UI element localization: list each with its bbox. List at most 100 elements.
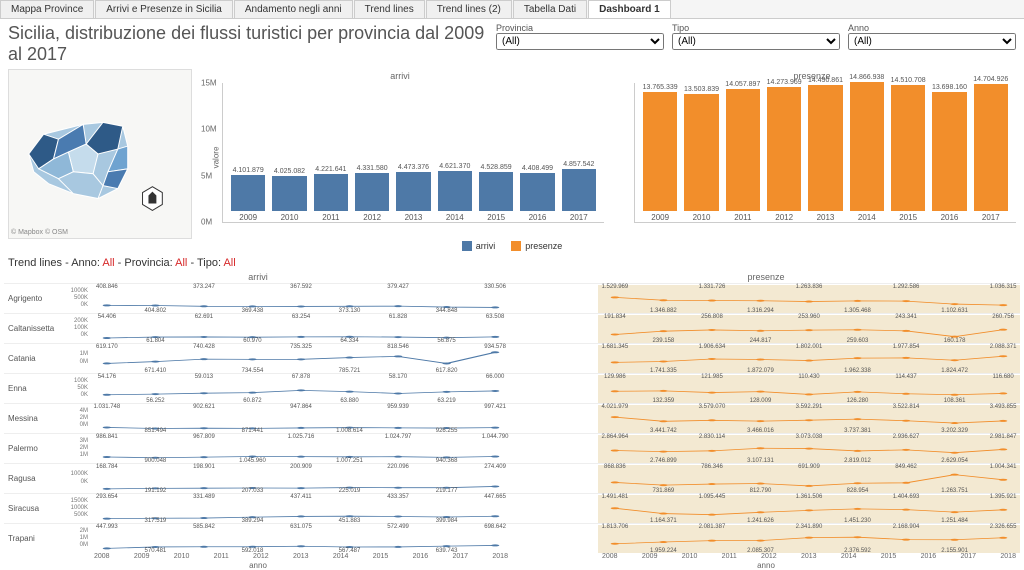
point-label: 404.802 <box>145 308 167 314</box>
bar[interactable]: 4.473.376 2013 <box>394 164 432 222</box>
bar[interactable]: 13.503.8392010 <box>682 86 720 222</box>
point-label: 592.018 <box>242 548 264 554</box>
tab-dashboard-1[interactable]: Dashboard 1 <box>588 0 671 18</box>
point-label: 902.621 <box>193 404 215 410</box>
bar-value-label: 4.473.376 <box>398 164 429 171</box>
bar-category: 2010 <box>281 213 299 222</box>
bar-value-label: 4.101.879 <box>233 167 264 174</box>
bar[interactable]: 13.765.3392009 <box>641 84 679 222</box>
filter-label: Anno <box>848 23 1016 33</box>
bar[interactable]: 14.704.9262017 <box>972 76 1010 222</box>
sparkline[interactable]: 2.864.9642.746.8992.830.1143.107.1313.07… <box>598 435 1020 463</box>
bar[interactable]: 14.057.8972011 <box>724 81 762 222</box>
bar[interactable]: 4.528.8592015 <box>477 164 515 222</box>
sparkline[interactable]: 1.491.4811.164.3711.095.4451.241.6261.36… <box>598 495 1020 523</box>
x-tick: 2015 <box>373 553 389 560</box>
bar-value-label: 4.221.641 <box>315 166 346 173</box>
bar[interactable]: 14.490.8612013 <box>806 77 844 222</box>
bar-category: 2011 <box>322 213 339 222</box>
bar[interactable]: 14.273.9692012 <box>765 79 803 222</box>
sparkline[interactable]: 191.834239.158256.808244.817253.960259.6… <box>598 315 1020 343</box>
x-tick: 2018 <box>492 553 508 560</box>
sparkline[interactable]: 1.031.748851.494902.621871.441947.8641.0… <box>90 405 512 433</box>
sparkline[interactable]: 408.846404.802373.247369.438367.592373.1… <box>90 285 512 313</box>
point-label: 2.326.655 <box>990 524 1017 530</box>
bar-category: 2015 <box>487 213 505 222</box>
arrivi-barchart[interactable]: arrivi valore 0M5M10M15M4.101.87920094.0… <box>196 69 604 239</box>
point-label: 3.202.329 <box>941 428 968 434</box>
sparkline[interactable]: 1.813.7061.959.2242.081.3872.085.3072.34… <box>598 525 1020 553</box>
bar[interactable]: 4.025.0822010 <box>270 168 308 222</box>
tab-trend-lines[interactable]: Trend lines <box>354 0 425 18</box>
sparkline[interactable]: 1.681.3451.741.3351.906.6341.872.0791.80… <box>598 345 1020 373</box>
bar-value-label: 13.503.839 <box>684 86 719 93</box>
bar-category: 2013 <box>405 213 423 222</box>
tab-arrivi-e-presenze-in-sicilia[interactable]: Arrivi e Presenze in Sicilia <box>95 0 233 18</box>
sparkline[interactable]: 1.529.9691.346.8821.331.7261.316.2941.26… <box>598 285 1020 313</box>
trend-row: Ragusa 1000K0K 168.784191.192198.901207.… <box>4 463 512 493</box>
presenze-barchart[interactable]: presenze 13.765.339200913.503.839201014.… <box>608 69 1016 239</box>
filter-tipo[interactable]: (All) <box>672 33 840 50</box>
sparkline[interactable]: 129.986132.359121.985128.009110.430126.2… <box>598 375 1020 403</box>
filter-label: Tipo <box>672 23 840 33</box>
bar[interactable]: 4.331.5802012 <box>353 165 391 222</box>
y-axis-label: valore <box>211 146 220 168</box>
filter-anno[interactable]: (All) <box>848 33 1016 50</box>
x-tick: 2017 <box>453 553 469 560</box>
bar[interactable]: 14.510.7082015 <box>889 77 927 222</box>
bar[interactable]: 4.621.3702014 <box>436 163 474 222</box>
point-label: 168.784 <box>96 464 118 470</box>
point-label: 331.489 <box>193 494 215 500</box>
point-label: 59.013 <box>195 374 213 380</box>
sparkline[interactable]: 168.784191.192198.901207.033200.909225.0… <box>90 465 512 493</box>
sparkline[interactable]: 619.170671.410740.428734.554735.325785.7… <box>90 345 512 373</box>
bar-category: 2009 <box>239 213 257 222</box>
sparkline[interactable]: 986.841900.048967.8091.045.9601.025.7161… <box>90 435 512 463</box>
filter-provincia[interactable]: (All) <box>496 33 664 50</box>
point-label: 940.368 <box>436 458 458 464</box>
x-tick: 2010 <box>174 553 190 560</box>
bar[interactable]: 4.221.641 2011 <box>312 166 350 222</box>
point-label: 62.691 <box>195 314 213 320</box>
map-credit: © Mapbox © OSM <box>11 229 68 236</box>
tab-andamento-negli-anni[interactable]: Andamento negli anni <box>234 0 353 18</box>
point-label: 369.438 <box>242 308 264 314</box>
sparkline[interactable]: 868.836731.869786.346812.790691.909828.9… <box>598 465 1020 493</box>
sparkline[interactable]: 447.993570.481585.842592.018631.075567.4… <box>90 525 512 553</box>
sparkline[interactable]: 54.17656.25259.01360.87267.87863.88058.1… <box>90 375 512 403</box>
bar[interactable]: 13.698.1602016 <box>930 84 968 222</box>
trend-row: 191.834239.158256.808244.817253.960259.6… <box>512 313 1020 343</box>
point-label: 2.981.847 <box>990 434 1017 440</box>
tab-trend-lines-2-[interactable]: Trend lines (2) <box>426 0 512 18</box>
sicily-map[interactable]: © Mapbox © OSM <box>8 69 192 239</box>
filter-value: All <box>223 257 235 269</box>
point-label: 63.219 <box>437 398 455 404</box>
tab-mappa-province[interactable]: Mappa Province <box>0 0 94 18</box>
bar[interactable]: 4.101.879 2009 <box>229 167 267 222</box>
x-tick: 2013 <box>293 553 309 560</box>
point-label: 63.508 <box>486 314 504 320</box>
legend-item[interactable]: presenze <box>511 241 562 251</box>
point-label: 959.939 <box>387 404 409 410</box>
y-tick: 15M <box>201 79 217 88</box>
point-label: 639.743 <box>436 548 458 554</box>
y-mini: 100K50K0K <box>60 378 90 400</box>
sparkline[interactable]: 4.021.9793.441.7423.579.0703.466.0163.59… <box>598 405 1020 433</box>
point-label: 447.665 <box>484 494 506 500</box>
page-title: Sicilia, distribuzione dei flussi turist… <box>8 23 488 65</box>
x-tick: 2012 <box>253 553 269 560</box>
bar[interactable]: 4.857.5422017 <box>560 161 598 222</box>
point-label: 1.007.251 <box>336 458 363 464</box>
sparkline[interactable]: 293.654317.519331.489389.294437.411451.8… <box>90 495 512 523</box>
point-label: 1.451.230 <box>844 518 871 524</box>
tab-tabella-dati[interactable]: Tabella Dati <box>513 0 587 18</box>
point-label: 740.428 <box>193 344 215 350</box>
point-label: 116.680 <box>992 374 1013 380</box>
bar[interactable]: 4.408.4992016 <box>518 165 556 222</box>
sparkline[interactable]: 54.40661.80462.69160.97063.25464.33461.8… <box>90 315 512 343</box>
point-label: 1.241.626 <box>747 518 774 524</box>
point-label: 433.357 <box>387 494 409 500</box>
bar[interactable]: 14.866.9382014 <box>848 74 886 222</box>
legend-item[interactable]: arrivi <box>462 241 496 251</box>
bar-category: 2013 <box>817 213 835 222</box>
